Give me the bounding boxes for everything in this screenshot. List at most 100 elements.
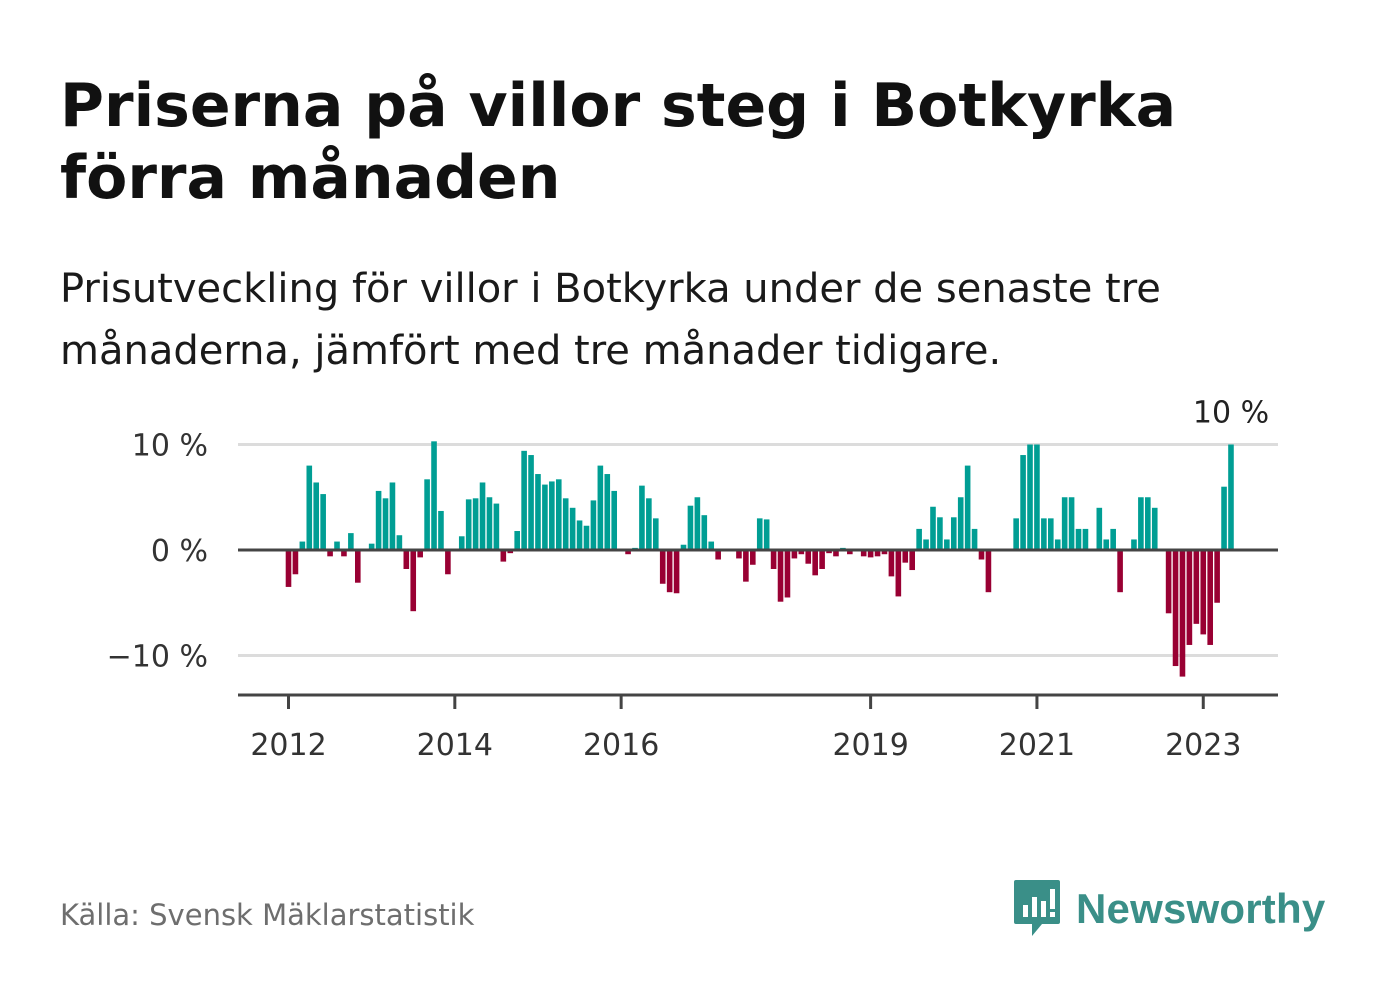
bar <box>874 550 881 557</box>
last-value-label: 10 % <box>1193 396 1269 431</box>
bar <box>1075 528 1082 550</box>
bar <box>355 550 361 583</box>
bar <box>1138 497 1144 550</box>
bar <box>1082 528 1089 550</box>
bar <box>805 550 812 564</box>
bar <box>327 550 333 557</box>
x-tick-label: 2014 <box>417 728 493 763</box>
x-tick-label: 2021 <box>999 728 1075 763</box>
bar <box>396 535 403 550</box>
annotations: 10 % <box>1193 396 1269 431</box>
bar <box>375 490 382 550</box>
bar <box>542 484 548 550</box>
bar <box>687 505 694 550</box>
bar <box>950 517 957 550</box>
bar <box>576 520 583 550</box>
bar <box>860 550 867 557</box>
bar <box>1054 539 1061 550</box>
bar <box>736 550 742 559</box>
x-tick-label: 2016 <box>583 728 659 763</box>
bar <box>611 490 618 550</box>
bar <box>646 498 652 551</box>
bar <box>756 518 763 550</box>
bar <box>535 474 541 550</box>
bar <box>833 550 839 557</box>
x-tick-label: 2023 <box>1165 728 1241 763</box>
bar <box>1020 455 1026 550</box>
bar <box>1027 444 1033 550</box>
bar <box>812 550 818 576</box>
bar <box>1013 518 1019 550</box>
bar <box>1200 550 1207 635</box>
bar <box>1193 550 1200 624</box>
source-note: Källa: Svensk Mäklarstatistik <box>60 898 475 932</box>
bar <box>826 550 832 554</box>
y-tick-label: −10 % <box>107 640 208 675</box>
bar <box>909 550 915 571</box>
bar <box>923 539 929 550</box>
bar <box>465 499 472 550</box>
bar <box>1165 550 1172 614</box>
bars <box>285 441 1234 677</box>
bar <box>1145 497 1151 550</box>
bar <box>583 525 590 551</box>
bar <box>1172 550 1179 667</box>
bar <box>341 550 347 557</box>
x-tick-label: 2012 <box>250 728 326 763</box>
brand-name: Newsworthy <box>1076 885 1326 932</box>
bar <box>902 550 909 563</box>
bar <box>701 515 708 550</box>
bar <box>1214 550 1220 603</box>
bar <box>604 474 611 550</box>
bar <box>285 550 292 587</box>
bar <box>798 550 805 555</box>
bar <box>867 550 874 558</box>
bar <box>1151 507 1158 550</box>
bar <box>847 550 853 555</box>
bar <box>639 485 645 550</box>
bar <box>368 543 375 550</box>
bar <box>659 550 666 584</box>
bar <box>784 550 791 598</box>
chart-subtitle: Prisutveckling för villor i Botkyrka und… <box>60 266 1161 374</box>
newsworthy-logo-icon <box>1014 880 1060 936</box>
bar <box>410 550 417 612</box>
bar <box>417 550 423 558</box>
bar <box>424 479 430 550</box>
bar <box>1186 550 1193 645</box>
y-tick-label: 0 % <box>151 534 208 569</box>
bar <box>320 494 326 550</box>
bar <box>306 465 313 550</box>
bar <box>694 497 701 550</box>
bar <box>1207 550 1213 645</box>
bar <box>652 518 659 550</box>
bar <box>507 550 514 554</box>
bar <box>888 550 895 577</box>
bar <box>944 539 950 550</box>
bar <box>486 497 493 550</box>
bar <box>1103 539 1110 550</box>
bar <box>590 500 597 550</box>
bar <box>549 481 555 551</box>
bar <box>562 498 569 551</box>
bar <box>819 550 825 569</box>
bar <box>292 550 299 575</box>
gridlines <box>238 443 1278 657</box>
bar <box>521 450 527 550</box>
bar <box>750 550 756 565</box>
bar <box>680 544 687 551</box>
bar <box>978 550 985 560</box>
bar <box>1048 518 1054 550</box>
bar <box>403 550 410 569</box>
bar <box>743 550 749 582</box>
bar <box>777 550 784 602</box>
brand-logo[interactable]: Newsworthy <box>1012 878 1325 940</box>
bar <box>500 550 507 562</box>
bar <box>881 550 888 555</box>
x-axis-labels: 2012 2014 2016 2019 2021 2023 <box>250 695 1241 763</box>
bar <box>1131 539 1137 550</box>
bar <box>1068 497 1075 550</box>
bar <box>528 455 534 550</box>
bar <box>479 482 486 550</box>
bar <box>445 550 451 575</box>
